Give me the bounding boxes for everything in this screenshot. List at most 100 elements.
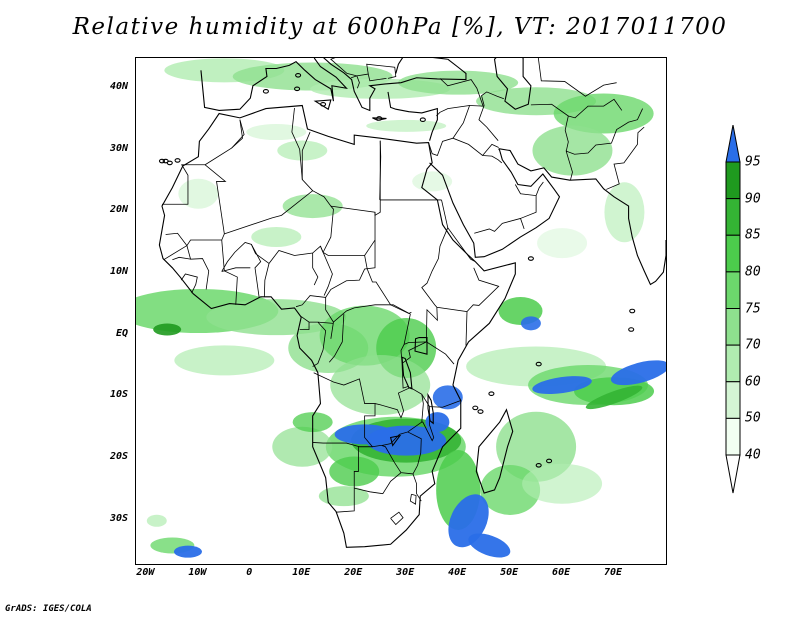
lat-label: 10N bbox=[109, 265, 128, 277]
country-border bbox=[400, 314, 411, 389]
island-outline bbox=[162, 158, 169, 164]
humidity-patch bbox=[282, 194, 343, 219]
black-sea-coastline bbox=[395, 58, 448, 74]
colorbar-level-label: 60 bbox=[745, 374, 761, 390]
island-outline bbox=[527, 256, 534, 261]
country-border bbox=[163, 244, 210, 290]
country-border bbox=[325, 240, 376, 339]
lat-label: EQ bbox=[115, 327, 128, 339]
island-outline bbox=[546, 458, 553, 464]
country-border bbox=[312, 321, 327, 367]
country-border bbox=[204, 119, 245, 166]
country-border bbox=[301, 316, 334, 324]
humidity-patch bbox=[610, 360, 666, 386]
lon-label: 70E bbox=[604, 567, 623, 578]
island-outline bbox=[472, 405, 479, 411]
colorbar-box bbox=[725, 344, 741, 383]
country-border bbox=[364, 212, 412, 314]
island-outline bbox=[294, 86, 301, 92]
lon-label: 40E bbox=[448, 567, 467, 578]
humidity-patch bbox=[553, 93, 654, 134]
humidity-map bbox=[136, 58, 666, 558]
island-outline bbox=[535, 462, 542, 468]
colorbar-level-label: 95 bbox=[745, 154, 761, 170]
humidity-patch bbox=[532, 376, 592, 395]
lon-label: 30E bbox=[396, 567, 415, 578]
colorbar-level-label: 50 bbox=[745, 410, 761, 426]
south-asia-coastline bbox=[498, 148, 666, 286]
humidity-patch bbox=[537, 228, 588, 259]
country-border bbox=[354, 472, 402, 495]
lon-label: 10E bbox=[292, 567, 311, 578]
humidity-patch bbox=[522, 463, 603, 504]
country-border bbox=[481, 91, 505, 106]
island-outline bbox=[158, 158, 166, 164]
lon-label: 20E bbox=[344, 567, 363, 578]
country-border bbox=[565, 108, 643, 181]
island-outline bbox=[488, 391, 495, 396]
colorbar-box bbox=[725, 198, 741, 236]
humidity-patch bbox=[532, 125, 613, 176]
country-borders bbox=[161, 58, 645, 526]
colorbar-level-label: 75 bbox=[745, 301, 761, 316]
humidity-patch bbox=[146, 514, 167, 527]
country-border bbox=[320, 246, 333, 296]
country-border bbox=[421, 227, 468, 346]
colorbar bbox=[725, 125, 741, 494]
island-outline bbox=[419, 117, 426, 123]
island-outline bbox=[629, 308, 636, 314]
lat-label: 20S bbox=[109, 451, 128, 463]
country-border bbox=[295, 295, 326, 308]
country-border bbox=[221, 242, 270, 272]
country-border bbox=[520, 195, 537, 230]
lat-label: 30S bbox=[109, 512, 128, 524]
colorbar-bottom-arrow bbox=[725, 454, 741, 494]
country-border bbox=[172, 256, 191, 261]
country-border bbox=[429, 400, 461, 408]
country-border bbox=[428, 137, 503, 164]
lon-label: 50E bbox=[500, 567, 519, 578]
humidity-patch bbox=[251, 226, 302, 247]
caspian-coastline bbox=[493, 58, 532, 110]
country-border bbox=[564, 98, 623, 152]
colorbar-box bbox=[725, 271, 741, 309]
humidity-patch bbox=[153, 323, 182, 336]
country-border bbox=[441, 199, 476, 262]
island-outline bbox=[628, 327, 635, 332]
country-border bbox=[436, 105, 471, 139]
map-title: Relative humidity at 600hPa [%], VT: 201… bbox=[72, 14, 728, 40]
madagascar-coastline bbox=[475, 408, 514, 494]
humidity-patch bbox=[585, 385, 643, 410]
levant-coastline bbox=[387, 91, 438, 141]
country-border bbox=[221, 240, 238, 305]
country-border bbox=[330, 58, 369, 77]
lon-label: 0 bbox=[246, 567, 253, 578]
humidity-patch bbox=[246, 124, 307, 141]
lake-kariba bbox=[389, 434, 402, 447]
country-border bbox=[231, 119, 243, 149]
lat-label: 10S bbox=[109, 389, 128, 401]
humidity-patch bbox=[330, 355, 431, 416]
humidity-patch bbox=[432, 385, 463, 410]
country-border bbox=[426, 307, 455, 365]
colorbar-box bbox=[725, 308, 741, 346]
country-border bbox=[439, 78, 484, 107]
island-outline bbox=[477, 409, 484, 414]
lat-label: 20N bbox=[109, 204, 128, 216]
lake-malawi bbox=[427, 392, 434, 425]
arabia-coastline bbox=[429, 148, 561, 258]
humidity-patch bbox=[520, 316, 541, 331]
country-border bbox=[390, 511, 404, 526]
country-border bbox=[312, 442, 382, 448]
humidity-patch bbox=[468, 533, 511, 558]
country-border bbox=[409, 493, 417, 505]
country-border bbox=[466, 267, 500, 312]
colorbar-level-label: 85 bbox=[745, 227, 761, 243]
humidity-patch bbox=[366, 119, 447, 132]
country-border bbox=[299, 322, 310, 330]
country-border bbox=[412, 473, 422, 502]
island-outline bbox=[295, 72, 302, 78]
country-border bbox=[336, 488, 355, 513]
humidity-patch bbox=[173, 545, 202, 558]
humidity-patch bbox=[272, 426, 333, 467]
